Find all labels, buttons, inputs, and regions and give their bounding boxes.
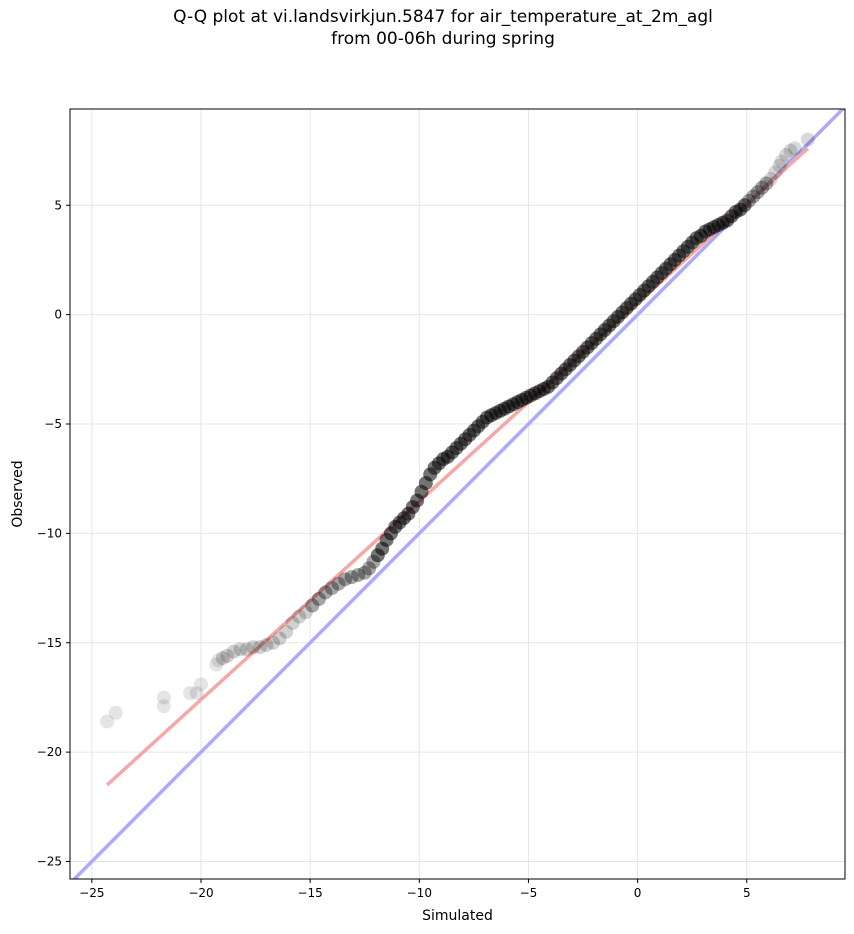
x-tick-label: −20 (188, 886, 213, 900)
qq-point (252, 640, 267, 655)
qq-point (774, 154, 789, 169)
qq-point (351, 567, 366, 582)
x-tick-label: −10 (407, 886, 432, 900)
x-tick-label: −5 (520, 886, 538, 900)
qq-point (338, 572, 353, 587)
y-tick-label: −5 (44, 417, 62, 431)
qq-point (233, 642, 248, 657)
fit-line (105, 147, 810, 787)
x-axis-label: Simulated (422, 908, 493, 924)
qq-point (156, 699, 171, 714)
qq-point (226, 644, 241, 659)
chart-title: Q-Q plot at vi.landsvirkjun.5847 for air… (0, 6, 854, 50)
y-tick-label: 5 (54, 198, 62, 212)
qq-point (741, 193, 756, 208)
y-tick-label: −20 (37, 745, 62, 759)
qq-point (746, 189, 761, 204)
qq-point (750, 185, 765, 200)
qq-point (779, 147, 794, 162)
qq-point (108, 705, 123, 720)
qq-point (800, 132, 815, 147)
qq-point (768, 165, 783, 180)
x-tick-label: 5 (743, 886, 751, 900)
qq-point (266, 635, 281, 650)
qq-point (331, 576, 346, 591)
qq-point (183, 686, 198, 701)
qq-point (285, 616, 300, 631)
qq-point (259, 637, 274, 652)
y-tick-label: −25 (37, 855, 62, 869)
qq-point (100, 714, 115, 729)
qq-point (318, 585, 333, 600)
qq-point (344, 570, 359, 585)
qq-point (783, 143, 798, 158)
qq-point (279, 624, 294, 639)
qq-point (324, 581, 339, 596)
chart-title-line1: Q-Q plot at vi.landsvirkjun.5847 for air… (173, 7, 713, 27)
axis-ticks: −25 −20 −15 −10 −5 0 5 −25 −20 −15 −10 −5 0 5 (37, 198, 751, 900)
y-tick-label: −10 (37, 526, 62, 540)
reference-lines (71, 109, 845, 879)
qq-point (292, 609, 307, 624)
qq-point (763, 172, 778, 186)
qq-point (357, 565, 372, 580)
qq-point (311, 592, 326, 606)
qq-point (189, 686, 204, 701)
qq-point (772, 158, 787, 173)
qq-point (272, 631, 287, 646)
qq-point (215, 651, 230, 666)
qq-point (362, 561, 377, 576)
y-tick-label: −15 (37, 636, 62, 650)
identity-line (71, 109, 845, 879)
data-points (100, 132, 815, 729)
qq-point (737, 198, 752, 213)
qq-point (305, 598, 320, 613)
qq-point (755, 180, 770, 195)
y-axis-label: Observed (10, 460, 26, 527)
qq-point (209, 657, 224, 672)
qq-point (759, 176, 774, 191)
x-tick-label: −25 (79, 886, 104, 900)
plot-frame (69, 108, 846, 880)
x-tick-label: −15 (297, 886, 322, 900)
qq-point (246, 640, 261, 655)
qq-point (156, 690, 171, 705)
qq-point (193, 677, 208, 692)
qq-point (211, 653, 226, 668)
y-tick-label: 0 (54, 308, 62, 322)
x-tick-label: 0 (634, 886, 642, 900)
qq-point (220, 648, 235, 663)
qq-point (787, 141, 802, 156)
qq-point (298, 605, 313, 620)
chart-title-line2: from 00-06h during spring (331, 29, 555, 49)
qq-point (239, 642, 254, 657)
